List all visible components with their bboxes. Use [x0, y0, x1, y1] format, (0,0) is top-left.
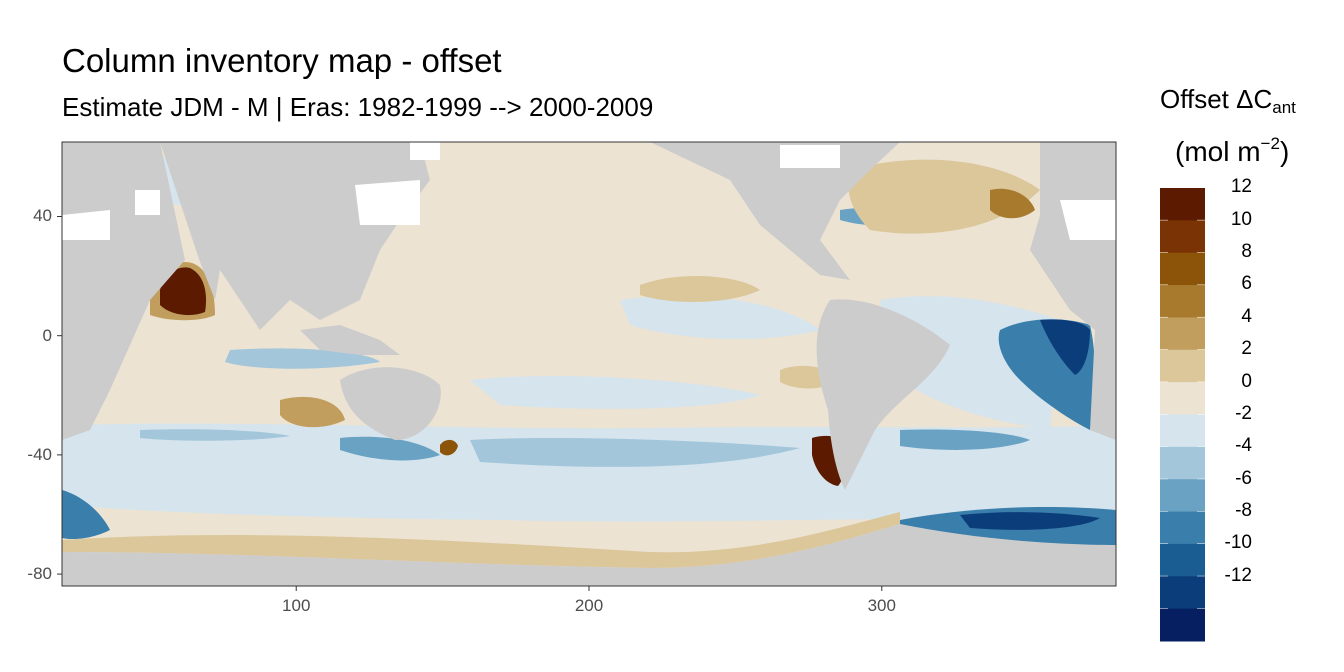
legend-swatch [1160, 188, 1205, 221]
map-subtitle: Estimate JDM - M | Eras: 1982-1999 --> 2… [62, 92, 654, 122]
legend-swatch [1160, 382, 1205, 415]
legend-swatch [1160, 446, 1205, 480]
y-tick-label: 40 [33, 206, 52, 226]
light-blue-patch [470, 375, 760, 409]
y-tick-label: -80 [27, 564, 52, 584]
no-data-patch [1060, 200, 1116, 240]
antarctica-land [62, 524, 1116, 586]
no-data-patch [62, 210, 110, 240]
legend-swatch [1160, 285, 1205, 318]
legend-title: Offset ΔCant [1160, 84, 1296, 117]
legend-label: -6 [1235, 467, 1252, 489]
legend-unit: (mol m−2) [1175, 134, 1290, 167]
arabian-sea-core [160, 267, 207, 316]
legend-swatch [1160, 252, 1205, 286]
pacific-positive-anomaly [640, 275, 760, 302]
north-atlantic-core [990, 188, 1035, 219]
legend-swatch [1160, 576, 1205, 610]
no-data-patch [355, 180, 420, 225]
north-atlantic-positive-anomaly [848, 159, 1040, 234]
y-tick-label: 0 [42, 325, 52, 345]
maritime-continent-land [300, 325, 400, 355]
legend-swatch [1160, 349, 1205, 383]
legend-label: 10 [1230, 208, 1252, 230]
tasman-positive-anomaly [440, 439, 458, 456]
antarctic-margin-band [62, 512, 900, 568]
legend-label: -8 [1235, 499, 1252, 521]
legend-colorbar [1160, 188, 1205, 642]
blue-band [225, 348, 380, 369]
legend-label: -12 [1224, 564, 1252, 586]
legend-swatch [1160, 317, 1205, 351]
legend-swatch [1160, 543, 1205, 577]
blue-band [900, 429, 1030, 450]
south-america-land [816, 299, 950, 490]
blue-band [340, 436, 440, 461]
axis-ticks [57, 215, 883, 591]
no-data-patch [135, 190, 160, 215]
no-data-patch [410, 142, 440, 160]
no-data-patch [780, 145, 840, 168]
legend-label: 8 [1241, 241, 1252, 263]
pacific-positive-anomaly [280, 396, 345, 428]
map-title: Column inventory map - offset [62, 42, 502, 79]
legend-label: 2 [1241, 338, 1252, 360]
legend-label: -4 [1235, 435, 1252, 457]
weddell-core [960, 512, 1100, 530]
legend-label: 12 [1230, 176, 1252, 198]
y-tick-label: -40 [27, 444, 52, 464]
indian-southern-negative-anomaly [62, 490, 110, 540]
legend-label: -2 [1235, 402, 1252, 424]
legend-swatch [1160, 414, 1205, 448]
legend-swatch [1160, 220, 1205, 254]
legend-swatch [1160, 479, 1205, 513]
no-data-areas [62, 142, 1116, 240]
x-tick-label: 100 [282, 596, 311, 615]
legend-label: -10 [1224, 532, 1252, 554]
australia-land [340, 367, 441, 440]
blue-band [140, 429, 290, 441]
south-atlantic-core [1040, 319, 1090, 375]
legend-swatch [1160, 608, 1205, 642]
legend-label: 4 [1241, 305, 1252, 327]
north-america-land [650, 142, 900, 280]
legend-swatch [1160, 511, 1205, 545]
blue-band [470, 437, 800, 467]
light-blue-patch [620, 296, 820, 340]
x-tick-label: 300 [867, 596, 896, 615]
legend-label: 6 [1241, 273, 1252, 295]
map-panel [57, 141, 1117, 591]
legend-label: 0 [1241, 370, 1252, 392]
x-tick-label: 200 [574, 596, 604, 615]
